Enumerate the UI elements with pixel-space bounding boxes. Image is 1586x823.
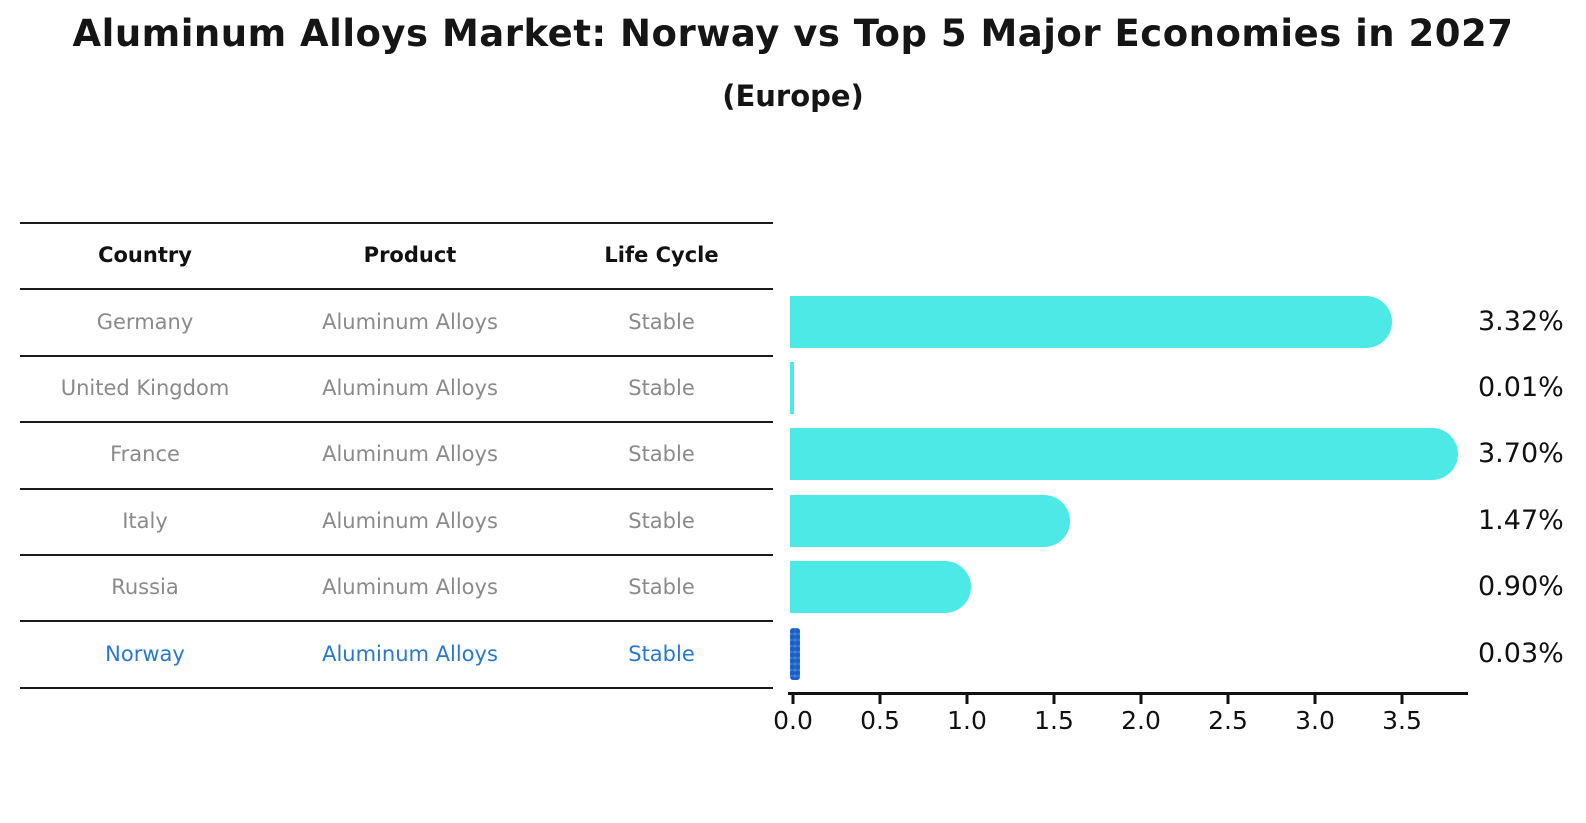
product-cell: Aluminum Alloys xyxy=(322,376,498,400)
bar-italy xyxy=(790,494,1070,547)
x-axis-tick xyxy=(965,695,969,704)
country-cell: Germany xyxy=(96,309,194,334)
value-label-norway: 0.03% xyxy=(1478,637,1564,669)
bar-russia xyxy=(790,561,971,614)
bar-united-kingdom xyxy=(790,362,794,414)
chart-subtitle: (Europe) xyxy=(722,79,864,113)
x-axis-tick-label: 2.5 xyxy=(1208,706,1248,735)
column-header-country: Country xyxy=(98,243,192,267)
bar-france xyxy=(790,428,1458,481)
column-header-life-cycle: Life Cycle xyxy=(604,243,719,267)
table-divider-line xyxy=(20,487,773,490)
product-cell: Aluminum Alloys xyxy=(322,641,498,666)
life-cycle-cell: Stable xyxy=(628,309,695,334)
product-cell: Aluminum Alloys xyxy=(322,309,498,334)
product-cell: Aluminum Alloys xyxy=(322,442,498,467)
value-label-italy: 1.47% xyxy=(1478,505,1564,536)
table-divider-line xyxy=(20,421,773,424)
x-axis-tick-label: 3.0 xyxy=(1295,706,1335,735)
x-axis-tick xyxy=(791,695,795,704)
x-axis-tick-label: 0.5 xyxy=(860,706,900,735)
table-row-norway: Norway Aluminum Alloys Stable xyxy=(20,638,773,670)
country-cell: Italy xyxy=(122,508,168,533)
table-divider-line xyxy=(20,288,773,291)
chart-title: Aluminum Alloys Market: Norway vs Top 5 … xyxy=(72,12,1514,55)
table-row-italy: Italy Aluminum Alloys Stable xyxy=(20,505,773,537)
life-cycle-cell: Stable xyxy=(628,442,695,467)
product-cell: Aluminum Alloys xyxy=(322,508,498,533)
value-label-russia: 0.90% xyxy=(1478,571,1564,603)
x-axis-tick xyxy=(1400,695,1404,704)
x-axis-tick xyxy=(878,695,882,704)
country-cell: Norway xyxy=(105,641,185,666)
x-axis-tick-label: 1.0 xyxy=(947,706,987,735)
x-axis-tick xyxy=(1313,695,1317,704)
life-cycle-cell: Stable xyxy=(628,641,695,666)
data-table: Country Product Life Cycle Germany Alumi… xyxy=(20,0,773,700)
value-label-united-kingdom: 0.01% xyxy=(1478,372,1564,403)
x-axis-tick-label: 0.0 xyxy=(773,706,813,735)
product-cell: Aluminum Alloys xyxy=(322,575,498,600)
table-header-row: Country Product Life Cycle xyxy=(20,239,773,271)
x-axis-tick xyxy=(1226,695,1230,704)
bar-germany xyxy=(790,295,1392,348)
column-header-product: Product xyxy=(363,243,457,267)
table-divider-line xyxy=(20,354,773,357)
value-label-germany: 3.32% xyxy=(1478,305,1564,337)
table-divider-line xyxy=(20,222,773,224)
x-axis-tick-label: 2.0 xyxy=(1121,706,1161,735)
table-divider-line xyxy=(20,554,773,556)
table-divider-line xyxy=(20,686,773,689)
value-label-france: 3.70% xyxy=(1478,438,1564,470)
country-cell: United Kingdom xyxy=(60,376,230,400)
x-axis-tick-label: 3.5 xyxy=(1382,706,1422,735)
table-row-united-kingdom: United Kingdom Aluminum Alloys Stable xyxy=(20,372,773,404)
table-row-germany: Germany Aluminum Alloys Stable xyxy=(20,306,773,338)
life-cycle-cell: Stable xyxy=(628,508,695,533)
x-axis-tick xyxy=(1052,695,1056,704)
bar-norway xyxy=(790,627,800,680)
life-cycle-cell: Stable xyxy=(628,575,695,600)
x-axis-tick xyxy=(1139,695,1143,704)
life-cycle-cell: Stable xyxy=(628,376,695,400)
x-axis-tick-label: 1.5 xyxy=(1034,706,1074,735)
table-divider-line xyxy=(20,620,773,623)
country-cell: France xyxy=(110,442,180,467)
table-row-france: France Aluminum Alloys Stable xyxy=(20,438,773,470)
table-row-russia: Russia Aluminum Alloys Stable xyxy=(20,571,773,603)
country-cell: Russia xyxy=(111,575,179,600)
x-axis-line xyxy=(788,692,1468,695)
